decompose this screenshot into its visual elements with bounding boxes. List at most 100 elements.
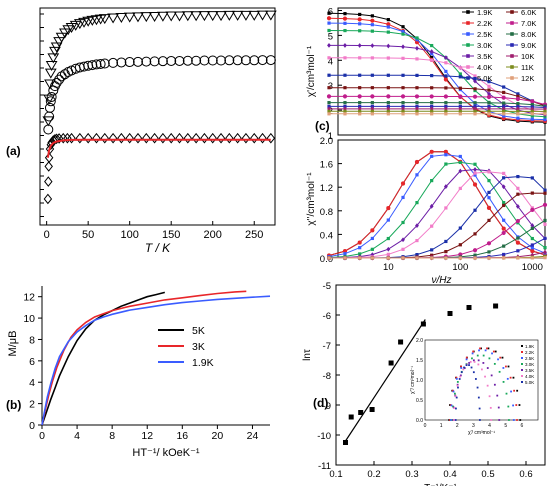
chi-prime-point [458,75,462,79]
data-point [231,10,244,21]
legend-label: 2.5K [477,30,492,39]
x-tick-label: 8 [109,430,115,442]
inset-point [458,378,461,380]
inset-point [491,352,493,355]
y-tick-label: 6 [29,356,35,368]
chi-prime-point [444,86,448,90]
y-tick-label: 12 [23,292,35,304]
data-point [258,132,267,144]
inset-point [482,354,485,357]
chi-dbl-point [415,238,419,243]
chi-prime-point [530,109,534,113]
chi-dbl-point [458,186,462,191]
legend-label: 3.0K [477,41,492,50]
inset-point [482,362,485,364]
chi-prime-point [444,112,448,116]
chi-prime-point [530,103,534,107]
chi-dbl-point [487,218,491,222]
chi-prime-point [370,94,375,99]
y-tick-label: 2 [29,399,35,411]
chi-prime-point [358,101,362,105]
chi-dbl-point [401,256,405,260]
inset-point [463,366,465,369]
chi-dbl-point [501,230,506,236]
chi-dbl-point [487,178,491,183]
chi-dbl-point [502,244,506,248]
chi-prime-point [472,94,478,99]
chi-dbl-point [502,203,506,208]
chi-prime-point [327,42,331,48]
y-tick-label: 1.6 [320,160,333,171]
top-frame [337,7,546,136]
chi-prime-point [358,22,362,26]
chi-prime-point [357,43,362,48]
inset-point [509,376,512,379]
data-point [44,161,53,172]
chi-dbl-point [530,176,534,180]
chi-prime-point [386,73,390,77]
chi-dbl-point [458,168,463,174]
inset-point [493,383,496,386]
legend-label: 6.0K [521,8,536,17]
chi-prime-point [502,90,506,95]
inset-point [516,419,518,421]
chi-dbl-point [543,236,547,240]
chi-prime-point [370,14,374,18]
chi-dbl-point [430,256,434,260]
chi-prime-line [329,102,546,107]
x-axis-label: ν/Hz [432,275,452,286]
legend-marker [510,21,514,25]
data-point [54,74,65,85]
chi-prime-point [487,84,491,88]
chi-prime-point [358,29,362,33]
legend-marker [510,65,514,69]
data-point [265,55,276,66]
data-point [224,55,235,66]
y-tick-label: -10 [317,431,331,442]
chi-dbl-point [358,256,362,260]
chi-dbl-point [343,252,347,256]
chi-prime-point [386,43,391,49]
legend-marker [510,32,514,36]
legend-marker [510,76,514,80]
chi-prime-point [415,45,419,51]
inset-point [501,356,504,359]
data-point [240,55,251,66]
inset-legend-marker [521,369,523,371]
inset-point [453,419,455,421]
chi-dbl-point [414,159,420,165]
inset-point [508,419,510,421]
data-point [53,37,65,48]
chi-prime-point [543,112,547,116]
chi-dbl-line [328,154,546,258]
inset-point [507,405,510,408]
x-tick-label: 0.5 [481,469,494,480]
inset-point [478,349,480,352]
y-tick-label: 0.4 [320,230,333,241]
x-tick-label: 24 [247,430,259,442]
chi-prime-point [414,94,420,99]
x-tick-label: 1000 [522,262,543,273]
inset-point [512,404,514,407]
data-point [45,96,56,107]
legend-label: 4.0K [477,63,492,72]
inset-legend-label: 2.5K [525,356,534,361]
x-tick-label: 200 [204,229,222,241]
data-point [46,91,57,102]
y-axis-label-top: χ'/cm³mol⁻¹ [306,45,317,97]
data-point [175,132,184,144]
chi-prime-point [343,109,347,113]
y-tick-label: -11 [318,461,331,472]
x-tick-label: 0 [44,229,50,241]
legend-label: 5K [192,325,205,337]
chi-dbl-point [415,201,419,205]
y-tick-label: 0.8 [320,207,333,218]
chi-prime-point [430,101,434,105]
inset-point [456,381,459,383]
data-point [83,60,94,71]
inset-point [512,376,515,379]
inset-point [465,358,468,361]
chi-prime-point [357,94,362,99]
data-point [44,102,55,113]
chi-prime-point [443,77,448,82]
